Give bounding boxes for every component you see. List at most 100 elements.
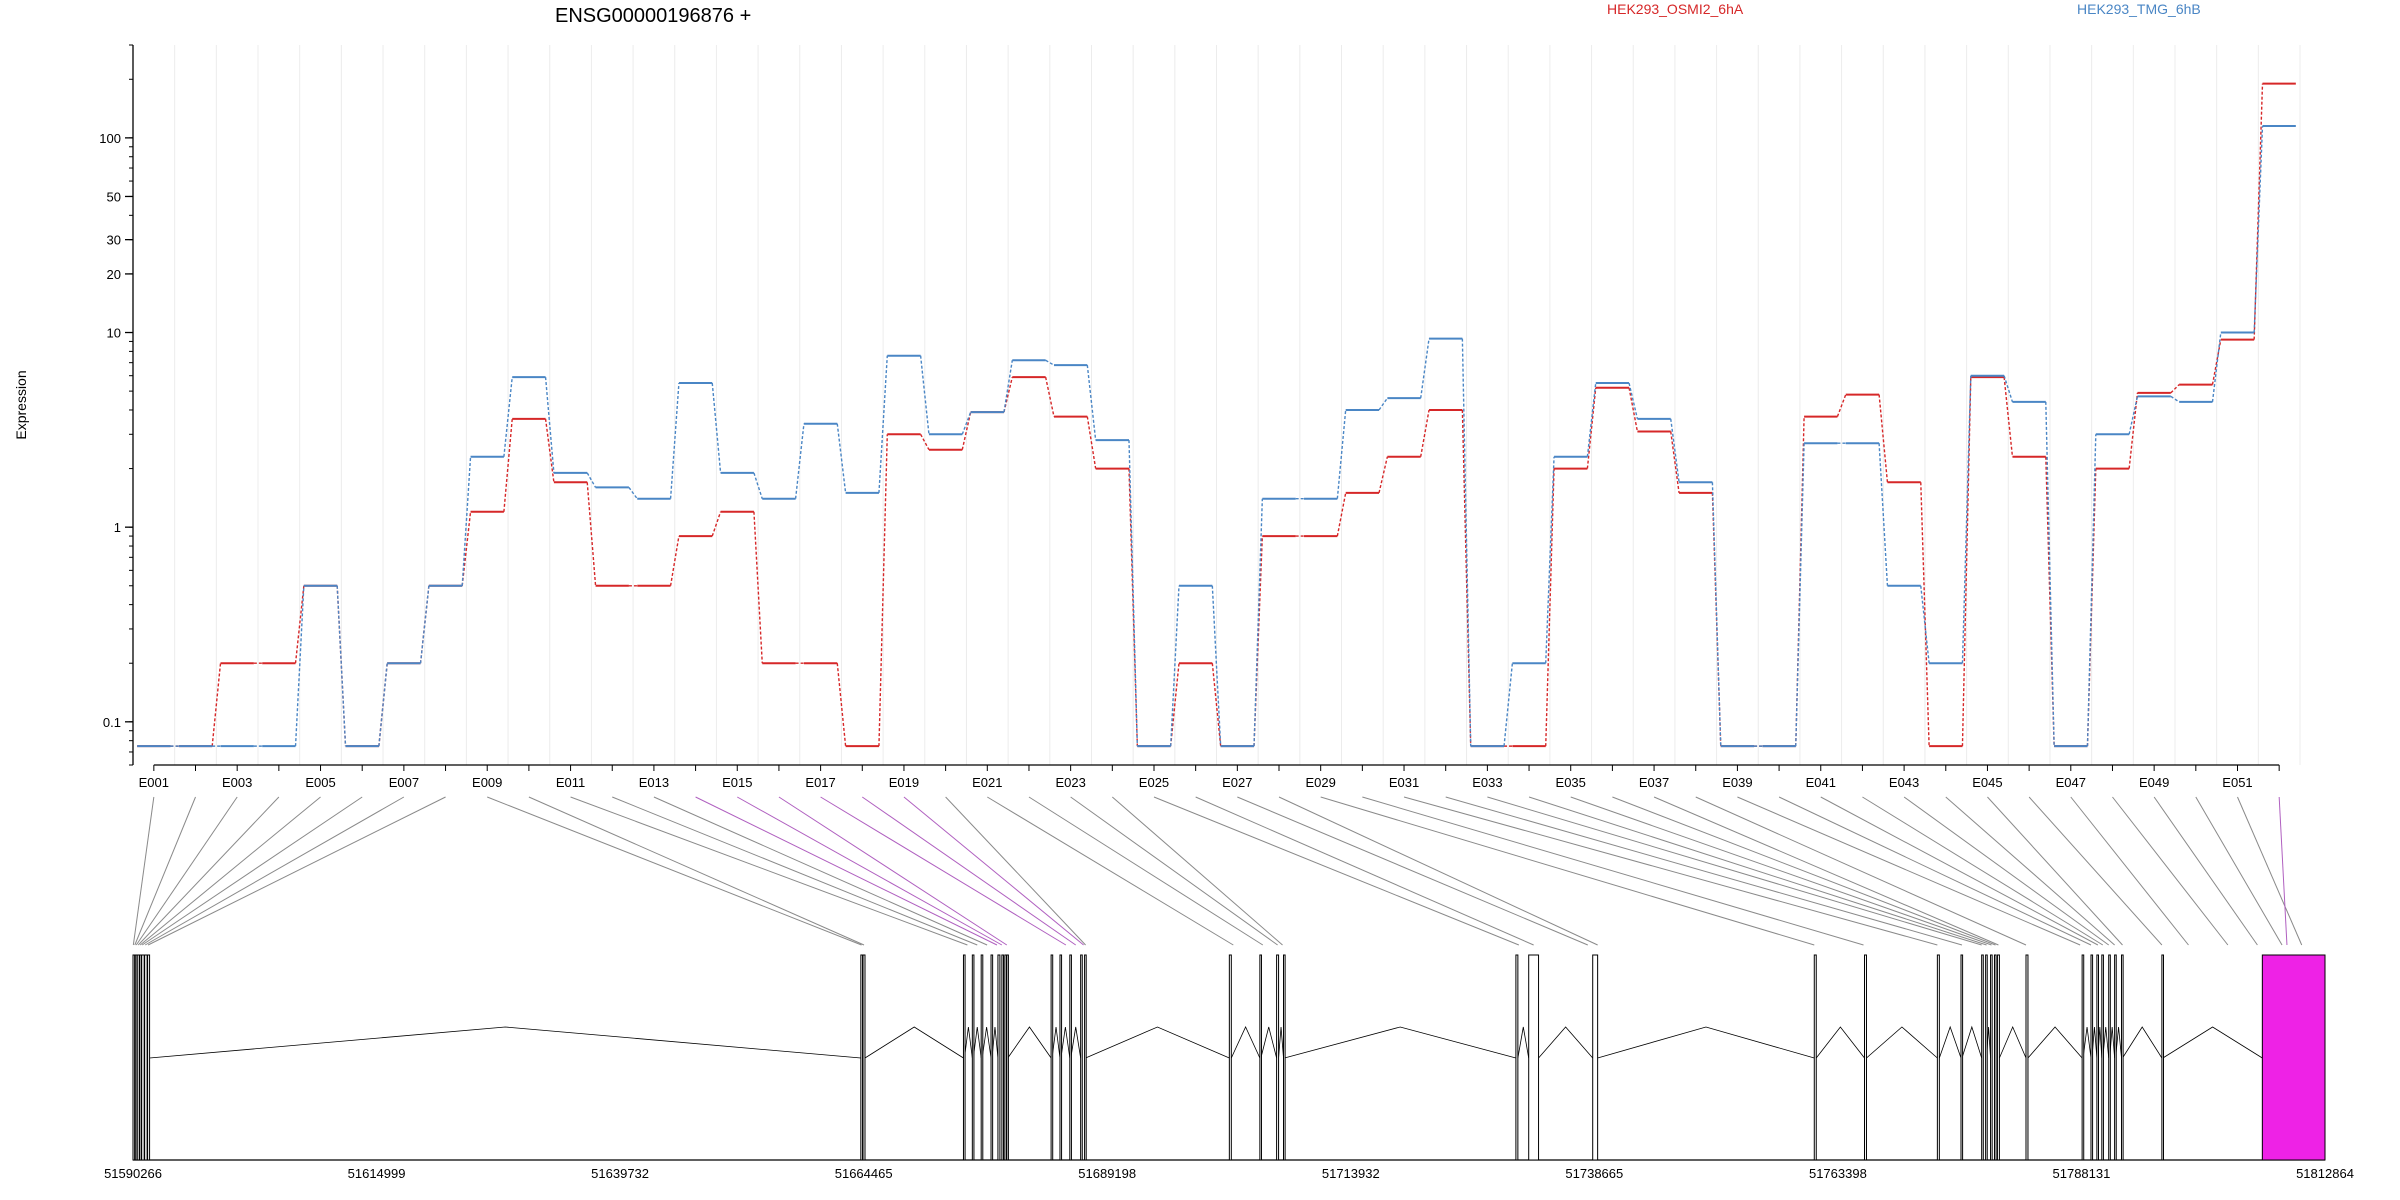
x-tick-label: E005 [305, 775, 335, 790]
exon-box [134, 954, 138, 1161]
intron-line [1007, 1026, 1052, 1059]
step-connector [2253, 126, 2264, 333]
step-connector [1461, 338, 1472, 747]
exon-connector [653, 796, 988, 946]
x-tick-label: E027 [1222, 775, 1252, 790]
legend-entry-tmg: HEK293_TMG_6hB [2077, 1, 2201, 17]
exon-connector-lines [132, 796, 2303, 946]
exon-connector [903, 796, 1084, 946]
coordinate-label: 51763398 [1809, 1166, 1867, 1181]
x-tick-label: E017 [805, 775, 835, 790]
step-connector [1795, 443, 1805, 747]
exon-connector [1945, 796, 2115, 946]
exon-connector [147, 796, 446, 946]
exon-box [990, 954, 994, 1161]
exon-connector [1195, 796, 1534, 946]
exon-connector [2278, 796, 2288, 946]
step-connector [1169, 663, 1180, 747]
exon-box [1050, 954, 1054, 1161]
exon-connector [1153, 796, 1520, 946]
intron-line [1961, 1025, 1983, 1059]
intron-line [964, 1026, 973, 1059]
step-connector [711, 511, 722, 537]
exon-connector [945, 796, 1086, 946]
step-connector [1836, 394, 1847, 417]
exon-connector [134, 796, 196, 946]
step-connector [669, 535, 680, 586]
exon-box [962, 954, 966, 1161]
exon-box [997, 954, 1001, 1161]
step-connector [544, 418, 555, 483]
exon-box [860, 954, 864, 1161]
y-tick-label: 20 [107, 267, 121, 282]
exon-connector [778, 796, 1008, 946]
step-connector [1878, 443, 1889, 586]
step-connector [1128, 468, 1139, 747]
step-connector [1003, 360, 1013, 413]
exon-connector [2195, 796, 2283, 946]
intron-line [864, 1026, 964, 1059]
coordinate-label: 51738665 [1565, 1166, 1623, 1181]
exon-connector [612, 796, 978, 946]
step-connector [1586, 382, 1597, 457]
step-connector [1628, 382, 1639, 420]
step-connector [1086, 365, 1097, 441]
exon-box [2121, 954, 2124, 1161]
x-tick-label: E041 [1806, 775, 1836, 790]
intron-line [2082, 1026, 2092, 1059]
step-connector [2211, 332, 2222, 403]
grid-lines [132, 45, 2301, 765]
y-tick-label: 10 [107, 326, 121, 341]
exon-box [1936, 954, 1940, 1161]
exon-connector [139, 796, 321, 946]
step-connector [1378, 397, 1388, 411]
intron-line [1260, 1026, 1277, 1059]
step-connector [1086, 416, 1097, 469]
exon-connector [1528, 796, 1987, 946]
exon-connector [2112, 796, 2229, 946]
step-connector [1920, 482, 1930, 747]
step-connector [878, 434, 888, 747]
x-tick-label: E043 [1889, 775, 1919, 790]
exon-connector [1653, 796, 1999, 946]
coordinate-label: 51713932 [1322, 1166, 1380, 1181]
series-lines [137, 82, 2296, 748]
step-connector [1628, 387, 1639, 432]
exon-connector [2153, 796, 2258, 946]
y-tick-label: 30 [107, 233, 121, 248]
intron-line [1517, 1026, 1530, 1059]
exon-connector [2028, 796, 2163, 946]
intron-line [1278, 1026, 1284, 1059]
step-connector [753, 472, 763, 499]
x-tick-label: E007 [389, 775, 419, 790]
intron-line [2122, 1026, 2163, 1059]
step-connector [1211, 585, 1222, 747]
exon-box [136, 954, 140, 1161]
intron-line [149, 1026, 861, 1059]
exon-box [132, 954, 136, 1161]
intron-line [1815, 1026, 1865, 1059]
x-tick-label: E029 [1305, 775, 1335, 790]
exon-box [1259, 954, 1262, 1161]
exon-box [1985, 954, 1988, 1161]
exon-box [1004, 954, 1007, 1161]
x-tick-label: E033 [1472, 775, 1502, 790]
exon-box [1993, 954, 1997, 1161]
step-connector [794, 423, 805, 499]
exon-box [980, 954, 984, 1161]
x-tick-label: E021 [972, 775, 1002, 790]
coordinate-label: 51614999 [348, 1166, 406, 1181]
y-tick-label: 50 [107, 189, 121, 204]
step-connector [503, 418, 513, 512]
x-tick-label: E015 [722, 775, 752, 790]
intron-line [1866, 1026, 1938, 1059]
step-connector [1545, 456, 1555, 664]
exon-connector [1028, 796, 1264, 946]
step-connector [1920, 585, 1930, 664]
exon-connector [1111, 796, 1283, 946]
y-tick-label: 1 [114, 520, 121, 535]
exon-box [1084, 954, 1087, 1161]
step-connector [836, 663, 847, 747]
exon-box [1276, 954, 1280, 1161]
exon-box [1990, 954, 1993, 1161]
